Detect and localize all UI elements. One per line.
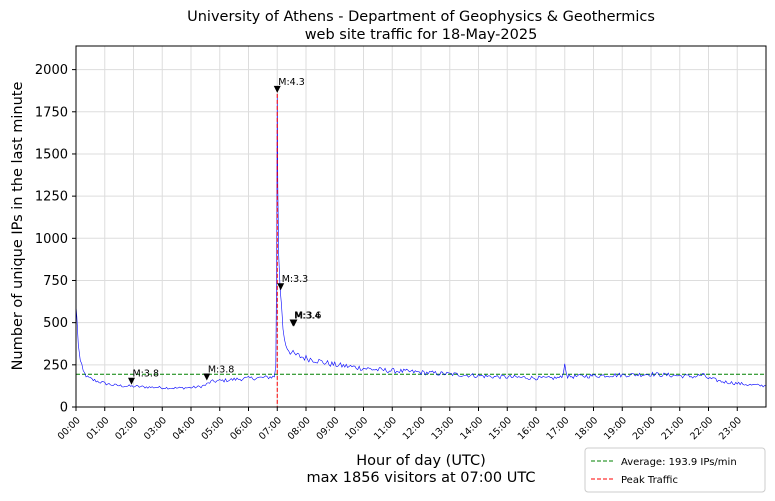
x-tick-label-4: 04:00	[171, 415, 198, 442]
x-tick-label-0: 00:00	[56, 415, 83, 442]
chart-subtitle: web site traffic for 18-May-2025	[305, 27, 538, 43]
y-tick-label-8: 2000	[35, 63, 68, 78]
y-tick-label-5: 1250	[35, 190, 68, 205]
x-tick-label-16: 16:00	[516, 415, 543, 442]
x-tick-label-12: 12:00	[401, 415, 428, 442]
x-tick-label-11: 11:00	[372, 415, 399, 442]
x-tick-label-3: 03:00	[142, 415, 169, 442]
x-tick-label-17: 17:00	[544, 415, 571, 442]
y-tick-label-4: 1000	[35, 232, 68, 247]
annotation-marker-2	[273, 85, 281, 93]
chart-title: University of Athens - Department of Geo…	[187, 9, 655, 25]
y-tick-label-7: 1750	[35, 105, 68, 120]
y-tick-label-3: 750	[43, 274, 68, 289]
x-axis-sublabel: max 1856 visitors at 07:00 UTC	[307, 470, 536, 486]
annotation-marker-3	[277, 283, 285, 291]
x-tick-label-5: 05:00	[199, 415, 226, 442]
y-tick-label-2: 500	[43, 316, 68, 331]
x-tick-label-13: 13:00	[429, 415, 456, 442]
annotation-marker-0	[127, 377, 135, 385]
grid	[75, 46, 766, 408]
x-tick-label-22: 22:00	[688, 415, 715, 442]
legend-box	[584, 447, 766, 493]
x-tick-label-15: 15:00	[487, 415, 514, 442]
x-tick-label-6: 06:00	[228, 415, 255, 442]
x-tick-label-21: 21:00	[659, 415, 686, 442]
annotation-label-1: M:3.8	[208, 364, 235, 375]
legend: Average: 193.9 IPs/min Peak Traffic	[584, 447, 766, 493]
x-axis: 00:00 01:00 02:00 03:00 04:00 05:00 06:00 07:00…	[56, 407, 744, 442]
annotation-label-2: M:4.3	[278, 77, 305, 88]
legend-average-label: Average: 193.9 IPs/min	[621, 457, 737, 468]
x-tick-label-19: 19:00	[602, 415, 629, 442]
series-group	[75, 93, 767, 390]
annotation-label-3: M:3.3	[282, 274, 309, 285]
annotation-marker-5	[290, 319, 298, 327]
annotation-label-4: M:3.4	[294, 310, 321, 321]
x-tick-label-2: 02:00	[113, 415, 140, 442]
x-tick-label-1: 01:00	[84, 415, 111, 442]
x-tick-label-7: 07:00	[257, 415, 284, 442]
x-tick-label-10: 10:00	[343, 415, 370, 442]
annotation-label-5: M:3.6	[295, 310, 322, 321]
y-axis-label: Number of unique IPs in the last minute	[10, 82, 26, 371]
x-tick-label-20: 20:00	[631, 415, 658, 442]
series-line-traffic	[75, 93, 767, 390]
y-tick-label-1: 250	[43, 358, 68, 373]
y-tick-label-6: 1500	[35, 147, 68, 162]
x-tick-label-9: 09:00	[314, 415, 341, 442]
x-tick-label-23: 23:00	[717, 415, 744, 442]
x-tick-label-14: 14:00	[458, 415, 485, 442]
annotation-label-0: M:3.8	[132, 369, 159, 380]
x-tick-label-8: 08:00	[286, 415, 313, 442]
annotations-group: M:3.8 M:3.8 M:4.3 M:3.3 M:3.4M:3.6	[127, 77, 322, 385]
x-tick-label-18: 18:00	[573, 415, 600, 442]
x-axis-label: Hour of day (UTC)	[356, 453, 485, 469]
y-axis: 0 250 500 750 1000 1250 1500 1750 2000	[35, 63, 76, 416]
annotation-marker-1	[203, 373, 211, 381]
y-tick-label-0: 0	[60, 401, 68, 416]
legend-peak-label: Peak Traffic	[621, 475, 678, 486]
